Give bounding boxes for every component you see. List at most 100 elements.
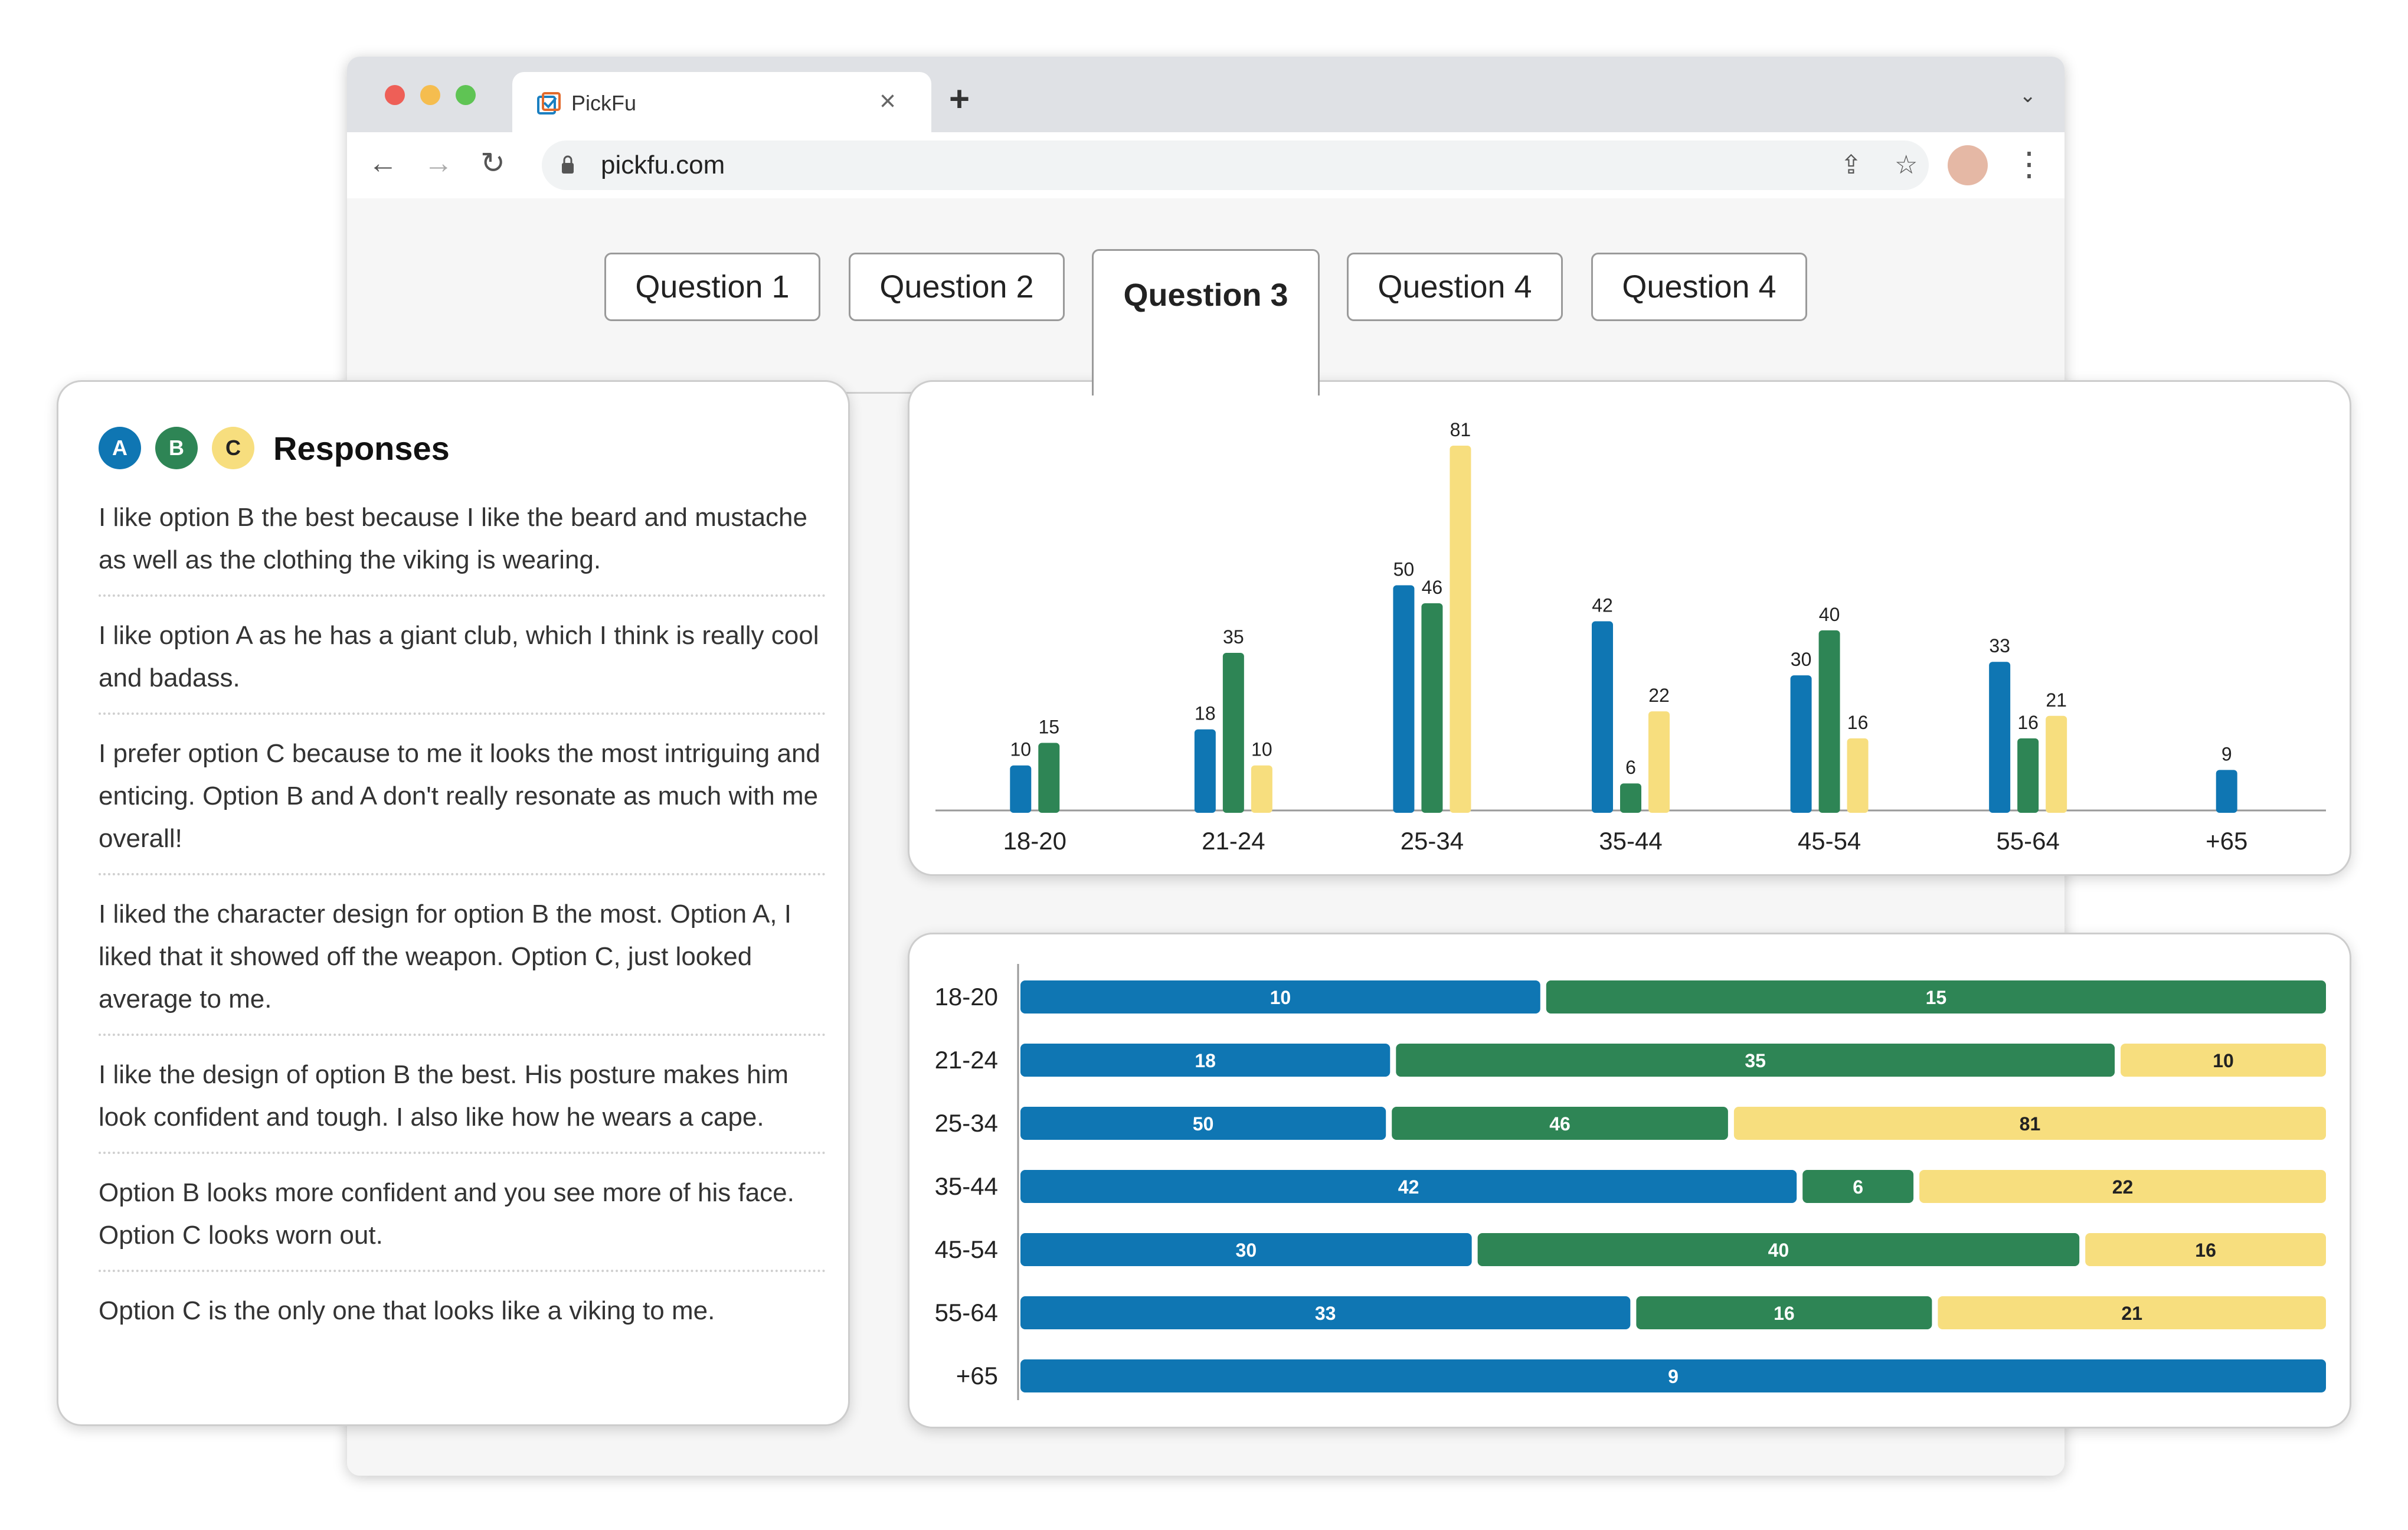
bar [1989,662,2011,813]
stacked-segment [1733,1107,2326,1140]
stacked-segment [1020,1170,1797,1203]
stacked-segment [1020,1296,1631,1329]
bar [1421,603,1443,813]
x-tick-label: 25-34 [1401,827,1464,855]
segment-value-label: 6 [1853,1176,1863,1198]
tab-bar: PickFu × + ⌄ [347,57,2065,132]
tab-close-icon[interactable]: × [879,86,897,117]
bar-value-label: 9 [2221,743,2232,764]
x-tick-label: 18-20 [1003,827,1066,855]
bookmark-star-icon[interactable]: ☆ [1895,151,1918,179]
tab-question-4[interactable]: Question 4 [1347,253,1563,321]
bar-value-label: 21 [2046,689,2067,711]
bar [1620,783,1641,813]
bar-value-label: 33 [1989,635,2010,656]
stacked-segment [1396,1044,2115,1077]
pickfu-favicon-icon [537,92,561,115]
y-tick-label: +65 [956,1362,998,1390]
stacked-segment [1546,980,2326,1014]
responses-card: A B C Responses I like option B the best… [57,380,850,1426]
segment-value-label: 9 [1668,1366,1679,1387]
response-item: I liked the character design for option … [99,893,826,1036]
address-bar: ← → ↻ pickfu.com ⇪ ☆ ⋮ [347,132,2065,200]
x-tick-label: 35-44 [1599,827,1662,855]
y-tick-label: 45-54 [935,1235,998,1263]
browser-menu-icon[interactable]: ⋮ [2013,145,2046,182]
bar-value-label: 16 [1847,712,1869,733]
vertical-bar-chart: 10 15 18-20 18 35 10 21-24 50 46 81 25-34 42 6 22 35-4… [935,419,2326,855]
bar [1010,765,1032,813]
segment-value-label: 81 [2020,1113,2041,1135]
share-icon[interactable]: ⇪ [1840,151,1862,179]
bar [1038,743,1060,813]
bar-value-label: 10 [1010,739,1031,760]
tab-question-2[interactable]: Question 2 [849,253,1065,321]
stacked-bar-chart: 10 15 18-20 18 35 10 21-24 50 46 81 25-34 42 6 22 35-4… [935,964,2326,1400]
bar-value-label: 35 [1223,626,1244,648]
segment-value-label: 30 [1236,1240,1257,1261]
url-text: pickfu.com [601,151,725,179]
y-tick-label: 21-24 [935,1046,998,1074]
y-tick-label: 55-64 [935,1299,998,1326]
bar [1450,446,1471,813]
segment-value-label: 18 [1195,1050,1216,1071]
bar-value-label: 16 [2017,712,2039,733]
option-a-badge: A [99,427,141,469]
bar [2046,715,2067,813]
bar [1847,738,1869,813]
stacked-segment [1477,1233,2080,1266]
segment-value-label: 22 [2112,1176,2134,1198]
x-tick-label: 21-24 [1202,827,1265,855]
x-tick-label: +65 [2206,827,2247,855]
url-field[interactable]: pickfu.com ⇪ ☆ [542,140,1929,190]
segment-value-label: 35 [1745,1050,1766,1071]
bar [1592,621,1613,813]
response-item: I like the design of option B the best. … [99,1054,826,1154]
segment-value-label: 40 [1768,1240,1789,1261]
y-tick-label: 25-34 [935,1109,998,1137]
option-c-badge: C [212,427,254,469]
chevron-down-icon[interactable]: ⌄ [2019,84,2037,107]
stacked-segment [1938,1296,2326,1329]
responses-list: I like option B the best because I like … [99,496,826,1363]
x-tick-label: 45-54 [1798,827,1861,855]
bar [2017,738,2039,813]
segment-value-label: 16 [2195,1240,2216,1261]
bar-value-label: 6 [1625,757,1636,778]
new-tab-icon[interactable]: + [949,79,970,119]
stacked-segment [1020,1044,1391,1077]
forward-arrow-icon[interactable]: → [424,146,453,179]
response-item: Option C is the only one that looks like… [99,1296,715,1325]
stacked-bar-chart-card: 10 15 18-20 18 35 10 21-24 50 46 81 25-34 42 6 22 35-4… [908,933,2351,1428]
response-item: I like option B the best because I like … [99,496,826,597]
segment-value-label: 15 [1926,987,1947,1008]
window-minimize-button[interactable] [420,85,440,105]
stacked-segment [1392,1107,1728,1140]
profile-avatar[interactable] [1948,145,1988,185]
y-tick-label: 18-20 [935,983,998,1011]
stacked-segment [1020,1359,2326,1392]
window-maximize-button[interactable] [456,85,476,105]
bar-value-label: 46 [1422,577,1443,598]
reload-icon[interactable]: ↻ [480,146,505,179]
stacked-segment [1802,1170,1914,1203]
stacked-segment [1020,980,1540,1014]
segment-value-label: 33 [1315,1303,1336,1324]
tab-title: PickFu [571,91,637,115]
stacked-segment [2121,1044,2326,1077]
segment-value-label: 50 [1193,1113,1214,1135]
bar [1251,765,1272,813]
tab-question-1[interactable]: Question 1 [604,253,820,321]
browser-tab[interactable]: PickFu × [512,72,931,132]
vertical-bar-chart-card: 10 15 18-20 18 35 10 21-24 50 46 81 25-34 42 6 22 35-4… [908,380,2351,876]
bar-value-label: 81 [1450,419,1471,440]
bar-value-label: 42 [1592,595,1613,616]
bar [2216,770,2237,813]
window-close-button[interactable] [385,85,405,105]
bar-value-label: 10 [1251,739,1272,760]
tab-question-3[interactable]: Question 3 [1092,249,1320,395]
bar-value-label: 50 [1393,559,1415,580]
back-arrow-icon[interactable]: ← [368,146,398,179]
tab-question-4b[interactable]: Question 4 [1591,253,1807,321]
response-item: I prefer option C because to me it looks… [99,733,826,875]
